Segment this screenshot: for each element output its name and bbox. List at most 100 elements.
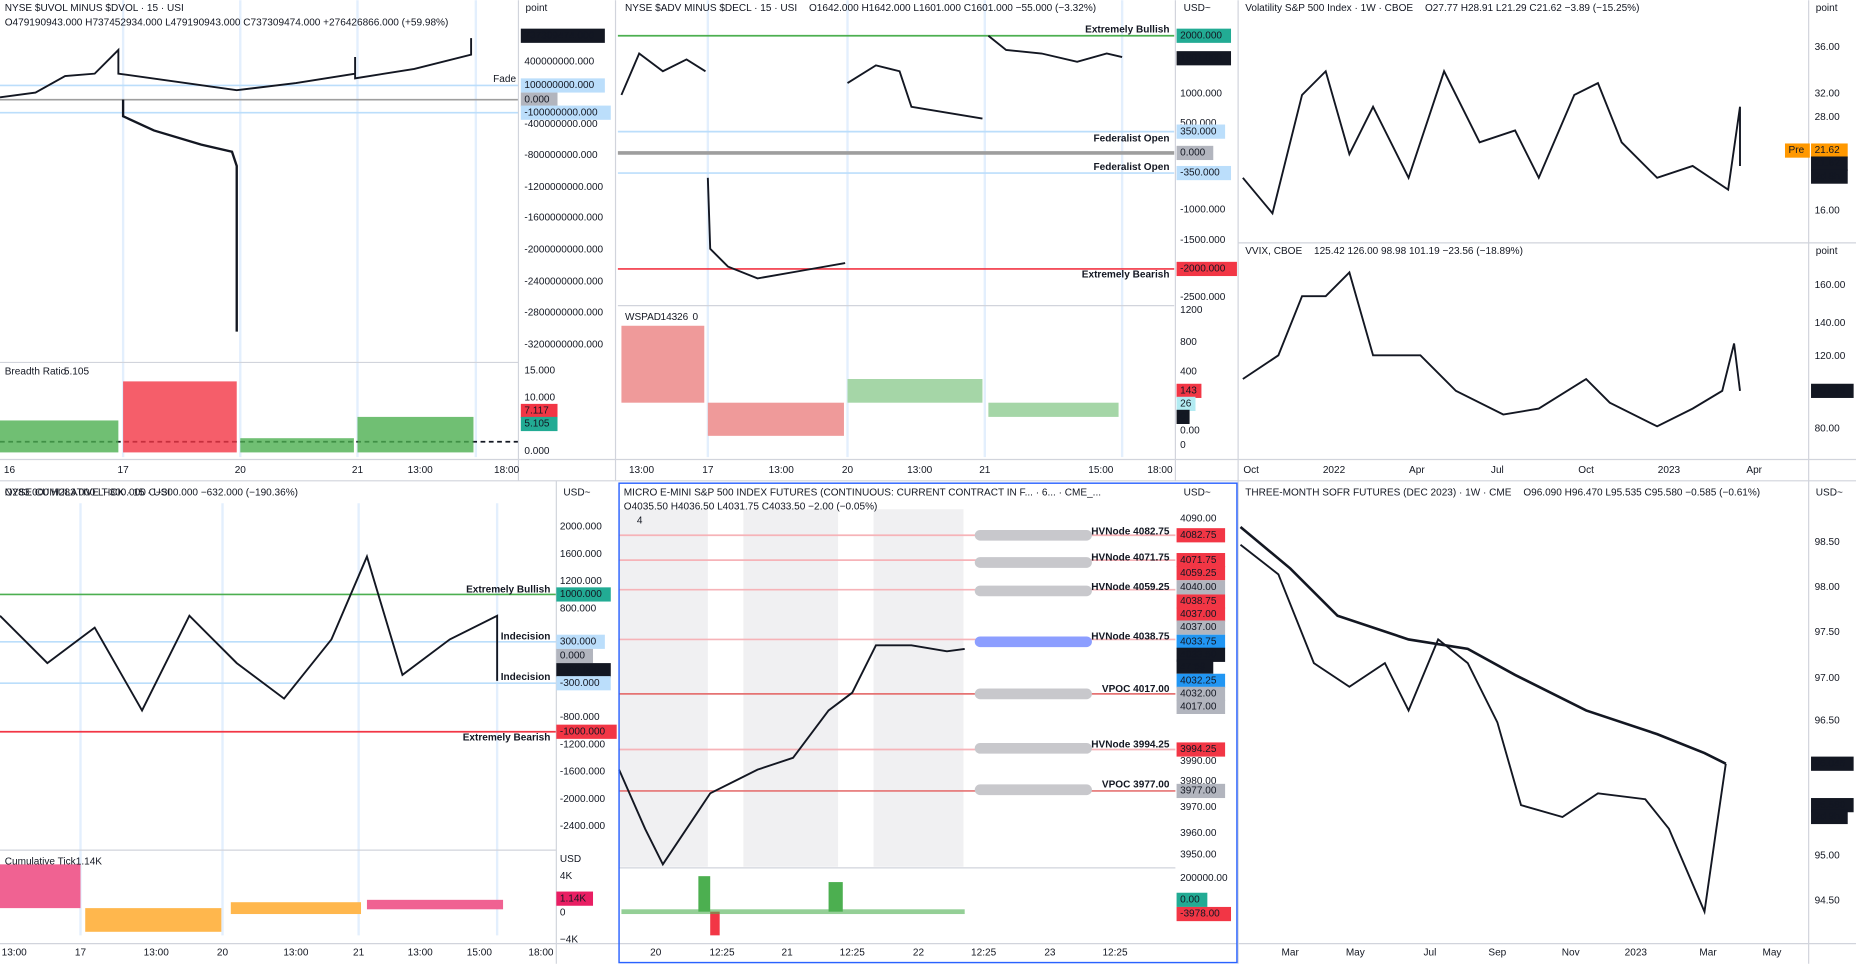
price-tag (1811, 156, 1848, 171)
price-tag-label: 143 (1180, 386, 1197, 397)
axis-label: 400000000.000 (524, 56, 594, 67)
ohlc-values: O479190943.000 H737452934.000 L479190943… (5, 17, 449, 28)
price-tag-label: 0.00 (1180, 894, 1200, 905)
axis-label: 800.000 (560, 603, 597, 614)
x-axis-label: 2023 (1625, 948, 1648, 959)
price-tag (1176, 906, 1232, 922)
axis-label: -800.000 (560, 712, 600, 723)
axis-label: -2400000000.000 (524, 277, 603, 288)
x-axis-label: 15:00 (1088, 465, 1114, 476)
axis-label: −4K (560, 935, 578, 946)
price-tag-label: 1000.000 (560, 589, 602, 600)
price-tag-label: 2d 8h (1815, 171, 1840, 182)
price-tag-label: Pre (1789, 145, 1805, 156)
axis-unit: point (1816, 3, 1838, 14)
price-tag-label: 21.62 (1815, 145, 1841, 156)
price-tag (1176, 742, 1226, 757)
price-tag (1176, 165, 1232, 181)
axis-label: 1000.000 (1180, 88, 1222, 99)
price-tag (1176, 686, 1226, 701)
axis-label: 28.00 (1815, 112, 1841, 123)
ohlc-values: 125.42 126.00 98.98 101.19 −23.56 (−18.8… (1314, 246, 1523, 257)
price-tag (1811, 383, 1854, 398)
x-axis-label: 21 (353, 948, 365, 959)
axis-label: -1000.000 (1180, 204, 1226, 215)
level-label: Fade (493, 74, 516, 85)
price-tag (1811, 809, 1848, 825)
x-axis-label: Nov (1562, 948, 1580, 959)
axis-label: 4K (560, 871, 573, 882)
price-tag-label: 5.105 (524, 419, 550, 430)
price-tag (556, 676, 611, 691)
level-label: Federalist Open (1094, 133, 1170, 144)
axis-label: -1600000000.000 (524, 213, 603, 224)
indicator-count: 4 (637, 516, 643, 527)
price-tag-label: 0 (1180, 412, 1186, 423)
axis-label: 80.00 (1815, 423, 1841, 434)
price-tag-label: 47:59 (1180, 661, 1206, 672)
price-tag-label: 4040.00 (1180, 582, 1217, 593)
axis-label: 0.000 (524, 446, 550, 457)
price-tag-label: 4071.75 (1180, 555, 1217, 566)
x-axis-label: Jul (1491, 465, 1504, 476)
x-axis-label: Oct (1578, 465, 1594, 476)
x-axis-label: 13:00 (144, 948, 170, 959)
axis-label: -1500.000 (1180, 235, 1226, 246)
axis-label: 98.50 (1815, 537, 1841, 548)
level-label: VPOC 4017.00 (1102, 684, 1170, 695)
price-tag-label: 26 (1180, 399, 1192, 410)
price-tag-label: -300.000 (560, 678, 600, 689)
panel-title: NYSE CUMULATIVE TICK · 15 · USI (5, 487, 170, 498)
axis-label: 32.00 (1815, 88, 1841, 99)
x-axis-label: 16 (4, 465, 16, 476)
axis-label: -1200.000 (560, 739, 606, 750)
price-tag-label: 350.000 (1180, 126, 1217, 137)
price-tag-label: -300.000 (560, 665, 600, 676)
price-tag-label: 4059.25 (1180, 568, 1217, 579)
level-label: HVNode 4071.75 (1091, 552, 1170, 563)
indicator-name: Cumulative Tick (5, 857, 77, 868)
x-axis-label: Jul (1423, 948, 1436, 959)
price-tag (1784, 143, 1810, 158)
x-axis-label: 2022 (1323, 465, 1346, 476)
x-axis-label: 17 (75, 948, 87, 959)
price-tag-label: 21.62 (1815, 158, 1841, 169)
price-tag-label: -350.000 (1180, 168, 1220, 179)
axis-label: 0 (1180, 440, 1186, 451)
price-tag (1176, 124, 1226, 139)
axis-label: 160.00 (1815, 280, 1846, 291)
axis-label: -2500.000 (1180, 292, 1226, 303)
axis-unit: USD~ (1184, 3, 1211, 14)
price-tag (1176, 594, 1226, 609)
x-axis-label: 21 (979, 465, 991, 476)
x-axis-label: 13:00 (769, 465, 795, 476)
axis-label: -800000000.000 (524, 150, 598, 161)
axis-label: -2000.000 (560, 794, 606, 805)
price-tag (1176, 528, 1226, 543)
x-axis-label: 12:25 (971, 948, 997, 959)
price-tag (1176, 553, 1226, 568)
histogram-sketches (0, 325, 1119, 936)
indicator-value: 26 (677, 312, 689, 323)
x-axis-label: Mar (1282, 948, 1300, 959)
price-tag (1176, 783, 1226, 799)
axis-unit: USD~ (1816, 487, 1843, 498)
price-tag-label: 4037.00 (1180, 622, 1217, 633)
axis-label: 94.50 (1815, 896, 1841, 907)
level-label: Federalist Open (1094, 162, 1170, 173)
price-tag-label: 4017.00 (1180, 702, 1217, 713)
indicator-name: WSPAD (625, 312, 661, 323)
price-sketches (0, 35, 1741, 916)
axis-label: 140.00 (1815, 318, 1846, 329)
x-axis-label: 18:00 (494, 465, 520, 476)
session-blocks (619, 509, 964, 867)
indicator-name: Breadth Ratio (5, 367, 67, 378)
axis-unit: USD~ (563, 487, 590, 498)
price-tag (1176, 647, 1226, 662)
level-label: Extremely Bearish (1082, 270, 1170, 281)
axis-label: 2000.000 (560, 522, 602, 533)
level-label: HVNode 4082.75 (1091, 526, 1170, 537)
x-axis-label: Mar (1699, 948, 1717, 959)
